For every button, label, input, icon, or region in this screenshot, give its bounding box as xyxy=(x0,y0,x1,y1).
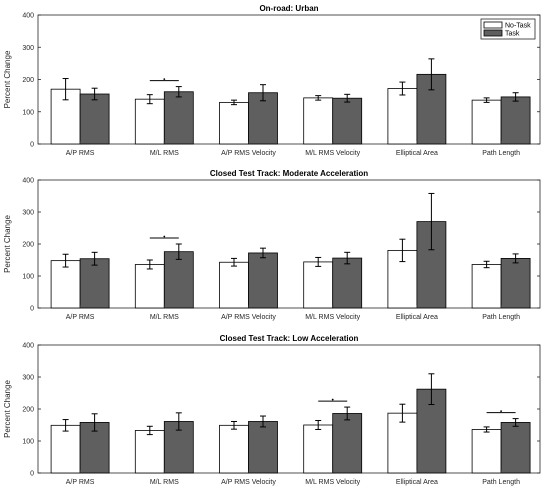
bar-no-task xyxy=(134,430,165,474)
bar-task xyxy=(79,258,110,309)
x-tick-label: M/L RMS xyxy=(150,479,179,486)
bar-no-task xyxy=(50,424,81,474)
bar-no-task xyxy=(303,424,334,474)
chart-panel: Closed Test Track: Low Acceleration 0 100 2… xyxy=(3,334,541,486)
bar-no-task xyxy=(303,261,334,309)
x-tick-label: Path Length xyxy=(482,314,520,321)
bar-no-task xyxy=(50,260,81,309)
x-tick-label: M/L RMS xyxy=(150,150,179,157)
x-tick-label: Path Length xyxy=(482,150,520,157)
bar-no-task xyxy=(219,101,249,145)
bar-task xyxy=(248,421,278,474)
bar-no-task xyxy=(134,98,165,145)
y-tick-label: 400 xyxy=(22,13,34,20)
x-tick-label: A/P RMS Velocity xyxy=(221,314,276,321)
legend-label: No-Task xyxy=(505,23,531,30)
chart-panel: Closed Test Track: Moderate Acceleration… xyxy=(3,169,541,321)
x-tick-label: M/L RMS Velocity xyxy=(305,150,360,157)
y-tick-label: 300 xyxy=(22,210,34,217)
bar-no-task xyxy=(219,424,249,474)
y-tick-label: 400 xyxy=(22,178,34,185)
y-tick-label: 100 xyxy=(22,439,34,446)
significance-marker xyxy=(163,235,166,238)
chart-title: Closed Test Track: Moderate Acceleration xyxy=(210,169,368,178)
bar-task xyxy=(163,251,194,309)
legend-swatch xyxy=(483,21,503,29)
bar-task xyxy=(500,422,531,474)
y-tick-label: 0 xyxy=(30,471,34,478)
bar-task xyxy=(332,257,363,309)
x-tick-label: Elliptical Area xyxy=(396,150,438,157)
legend-label: Task xyxy=(505,31,520,38)
bar-no-task xyxy=(471,99,502,145)
bar-task xyxy=(332,413,363,474)
bar-task xyxy=(79,93,110,145)
y-tick-label: 200 xyxy=(22,407,34,414)
y-tick-label: 100 xyxy=(22,109,34,116)
bar-no-task xyxy=(471,264,502,309)
bar-task xyxy=(500,257,531,309)
x-tick-label: M/L RMS Velocity xyxy=(305,479,360,486)
x-tick-label: M/L RMS xyxy=(150,314,179,321)
x-tick-label: A/P RMS xyxy=(66,150,95,157)
x-tick-label: A/P RMS xyxy=(66,479,95,486)
y-tick-label: 200 xyxy=(22,77,34,84)
chart-title: On-road: Urban xyxy=(259,4,318,13)
x-tick-label: A/P RMS xyxy=(66,314,95,321)
x-tick-label: Elliptical Area xyxy=(396,479,438,486)
bar-no-task xyxy=(471,429,502,474)
x-tick-label: M/L RMS Velocity xyxy=(305,314,360,321)
bar-no-task xyxy=(387,88,418,145)
chart-panel: On-road: Urban 0 100 200 300 400 Percent Chang… xyxy=(3,4,541,157)
x-tick-label: Path Length xyxy=(482,479,520,486)
bar-task xyxy=(500,96,531,145)
y-tick-label: 100 xyxy=(22,274,34,281)
y-tick-label: 0 xyxy=(30,306,34,313)
y-tick-label: 0 xyxy=(30,142,34,149)
y-axis-label: Percent Change xyxy=(3,50,12,108)
significance-marker xyxy=(500,410,502,412)
y-tick-label: 200 xyxy=(22,242,34,249)
chart-title: Closed Test Track: Low Acceleration xyxy=(220,334,359,343)
significance-marker xyxy=(331,398,334,401)
y-tick-label: 400 xyxy=(22,343,34,350)
bar-task xyxy=(332,97,363,145)
bar-no-task xyxy=(303,97,334,145)
x-tick-label: Elliptical Area xyxy=(396,314,438,321)
y-tick-label: 300 xyxy=(22,45,34,52)
charts-layer: On-road: Urban 0 100 200 300 400 Percent Chang… xyxy=(3,4,541,486)
legend-swatch xyxy=(483,29,503,37)
y-axis-label: Percent Change xyxy=(3,380,12,438)
bar-no-task xyxy=(219,261,249,309)
bar-no-task xyxy=(134,264,165,309)
x-tick-label: A/P RMS Velocity xyxy=(221,150,276,157)
bar-task xyxy=(163,91,194,145)
x-tick-label: A/P RMS Velocity xyxy=(221,479,276,486)
y-tick-label: 300 xyxy=(22,375,34,382)
y-axis-label: Percent Change xyxy=(3,215,12,273)
significance-marker xyxy=(163,78,166,80)
bar-no-task xyxy=(387,412,418,474)
bar-task xyxy=(248,252,278,309)
